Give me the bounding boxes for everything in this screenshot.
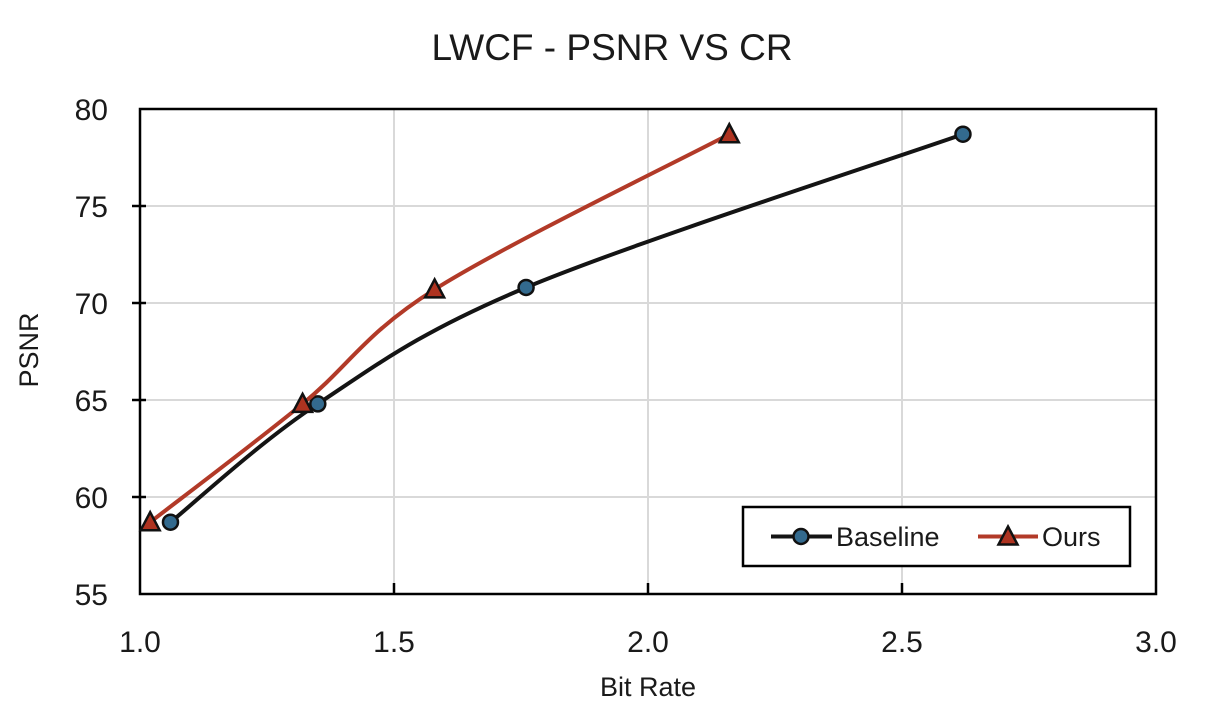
data-point-circle [792,527,810,546]
series-line [168,132,965,525]
chart-title: LWCF - PSNR VS CR [431,27,792,68]
data-point-triangle [290,391,315,414]
y-tick-label: 60 [75,482,108,515]
y-tick-label: 65 [75,385,108,418]
data-point-triangle [996,523,1020,546]
chart-generated: 1.0 1.5 2.0 2.5 3.0 55 60 65 70 75 80 Baseline Ours [75,94,1177,659]
legend: Baseline Ours [741,505,1132,568]
x-tick-label: 1.0 [119,626,161,659]
x-axis-label: Bit Rate [600,672,696,702]
data-point-circle [517,278,535,297]
x-tick-label: 2.0 [627,626,669,659]
legend-label: Ours [1042,522,1101,552]
legend-label: Baseline [836,522,940,552]
x-tick-label: 3.0 [1135,626,1177,659]
y-tick-label: 75 [75,191,108,224]
tick-marks [132,204,904,594]
legend-entry-baseline: Baseline [771,522,940,552]
y-tick-labels: 55 60 65 70 75 80 [75,94,108,612]
x-tick-label: 2.5 [881,626,923,659]
data-point-triangle [138,509,162,532]
y-tick-label: 70 [75,288,108,321]
series-baseline [161,125,972,531]
legend-entry-ours: Ours [978,522,1101,552]
y-tick-label: 80 [75,94,108,127]
data-point-circle [954,125,972,143]
x-tick-label: 1.5 [373,626,415,659]
data-point-triangle [717,121,741,144]
x-tick-labels: 1.0 1.5 2.0 2.5 3.0 [119,626,1177,659]
y-tick-label: 55 [75,579,108,612]
data-point-circle [161,513,180,531]
series-ours [138,121,741,532]
data-point-circle [309,395,327,413]
series-line [148,132,732,525]
y-axis-label: PSNR [14,312,44,387]
data-point-triangle [423,276,447,299]
